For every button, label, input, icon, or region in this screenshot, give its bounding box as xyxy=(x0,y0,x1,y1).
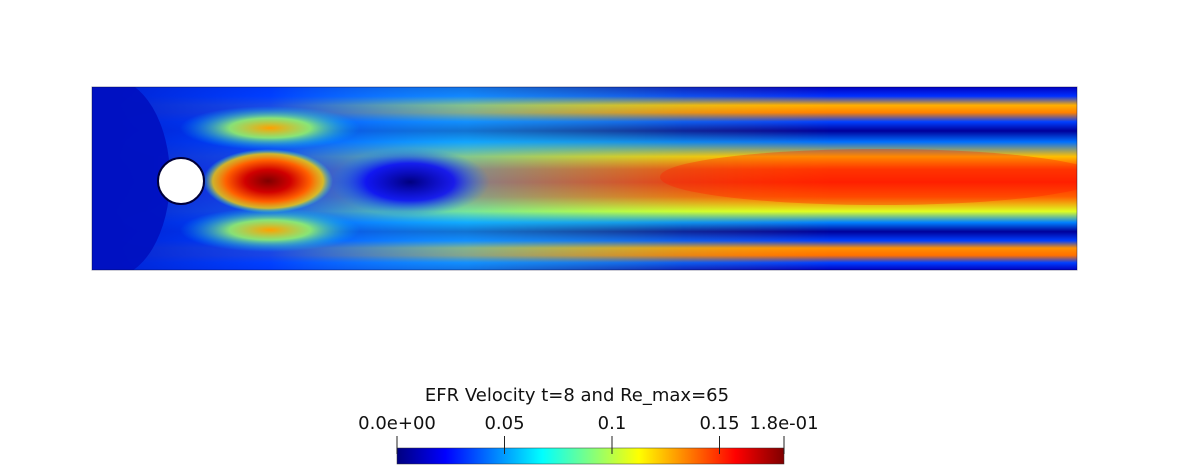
colorbar-max-label: 1.8e-01 xyxy=(749,413,818,434)
inlet-region xyxy=(92,87,170,270)
lower-shear-lobe xyxy=(180,208,360,252)
colorbar: 0.0e+00 1.8e-01 0.05 0.1 0.15 xyxy=(358,413,819,465)
cylinder-obstacle xyxy=(157,157,205,205)
colorbar-tick-label-0: 0.05 xyxy=(484,413,524,434)
colorbar-ramp xyxy=(396,447,785,465)
colorbar-tick-label-1: 0.1 xyxy=(598,413,627,434)
colorbar-min-label: 0.0e+00 xyxy=(358,413,436,434)
wake-core xyxy=(203,149,333,213)
upper-shear-lobe xyxy=(180,106,360,150)
centerline-jet xyxy=(660,149,1077,205)
recirculation-zone xyxy=(330,148,490,216)
colorbar-tick-label-2: 0.15 xyxy=(699,413,739,434)
velocity-field xyxy=(92,87,1077,270)
chart-title: EFR Velocity t=8 and Re_max=65 xyxy=(425,385,729,406)
